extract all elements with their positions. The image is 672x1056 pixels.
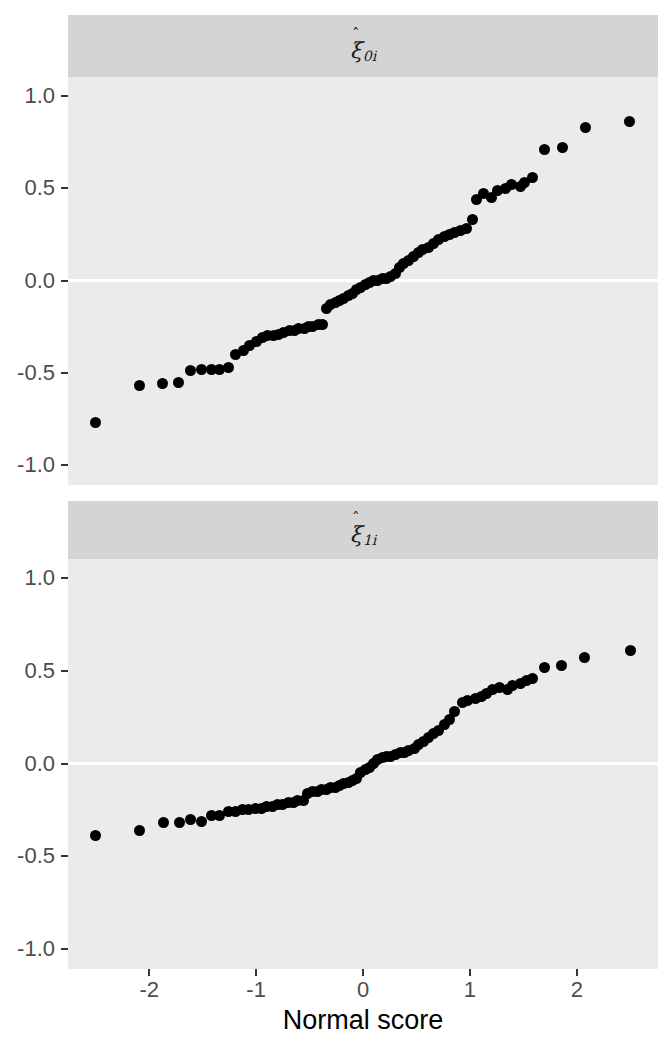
facet-label-subscript: 1i (363, 532, 376, 548)
data-point (625, 645, 636, 656)
data-point (527, 172, 538, 183)
y-axis-tick-label: 0.0 (0, 751, 55, 777)
data-point (317, 319, 328, 330)
x-axis-tick (469, 969, 471, 976)
data-point (461, 223, 472, 234)
data-point (158, 817, 169, 828)
y-axis-tick (61, 280, 68, 282)
data-point (134, 825, 145, 836)
data-point (157, 378, 168, 389)
data-point (539, 144, 550, 155)
data-point (467, 214, 478, 225)
y-axis-tick (61, 855, 68, 857)
x-axis-tick-label: 0 (331, 977, 395, 1003)
data-point (539, 662, 550, 673)
data-point (527, 673, 538, 684)
data-point (223, 362, 234, 373)
y-axis-tick (61, 95, 68, 97)
y-axis-tick-label: 1.0 (0, 83, 55, 109)
x-axis-tick-label: -1 (224, 977, 288, 1003)
data-point (90, 417, 101, 428)
data-point (580, 122, 591, 133)
data-point (90, 830, 101, 841)
data-point (624, 116, 635, 127)
x-axis-tick (362, 969, 364, 976)
facet-label-xi0: ˆ ξ 0i (350, 31, 377, 62)
data-point (174, 817, 185, 828)
y-axis-tick-label: -1.0 (0, 452, 55, 478)
y-axis-tick-label: -0.5 (0, 843, 55, 869)
y-axis-tick (61, 464, 68, 466)
y-axis-tick (61, 372, 68, 374)
x-axis-tick-label: -2 (117, 977, 181, 1003)
x-axis-tick (576, 969, 578, 976)
x-axis-tick-label: 2 (545, 977, 609, 1003)
facet-label-xi1: ˆ ξ 1i (350, 515, 377, 546)
y-axis-tick-label: -1.0 (0, 936, 55, 962)
data-point (556, 660, 567, 671)
y-axis-tick (61, 670, 68, 672)
x-axis-title: Normal score (68, 1005, 658, 1036)
facet-panel-xi1 (68, 559, 658, 969)
xi-symbol: ξ (350, 524, 362, 546)
data-point (185, 814, 196, 825)
y-axis-tick-label: 0.5 (0, 175, 55, 201)
facet-label-subscript: 0i (363, 48, 376, 64)
y-axis-tick-label: -0.5 (0, 360, 55, 386)
data-point (173, 377, 184, 388)
data-point (579, 652, 590, 663)
x-axis-tick (255, 969, 257, 976)
y-axis-tick-label: 0.0 (0, 268, 55, 294)
y-axis-tick-label: 1.0 (0, 565, 55, 591)
y-axis-tick (61, 948, 68, 950)
hat-accent: ˆ (352, 27, 360, 36)
x-axis-tick (148, 969, 150, 976)
x-axis-tick-label: 1 (438, 977, 502, 1003)
xi-symbol: ξ (350, 40, 362, 62)
data-point (557, 142, 568, 153)
y-axis-tick (61, 577, 68, 579)
hat-accent: ˆ (352, 511, 360, 520)
y-axis-tick (61, 763, 68, 765)
facet-panel-xi0 (68, 77, 658, 485)
y-axis-tick (61, 187, 68, 189)
qq-plot-figure: ˆ ξ 0i ˆ ξ 1i Normal score -1.0 -0.5 0.0 0.… (0, 0, 672, 1056)
data-point (134, 380, 145, 391)
data-point (185, 365, 196, 376)
data-point (449, 706, 460, 717)
facet-strip-xi1: ˆ ξ 1i (68, 501, 658, 559)
y-axis-tick-label: 0.5 (0, 658, 55, 684)
facet-strip-xi0: ˆ ξ 0i (68, 15, 658, 77)
